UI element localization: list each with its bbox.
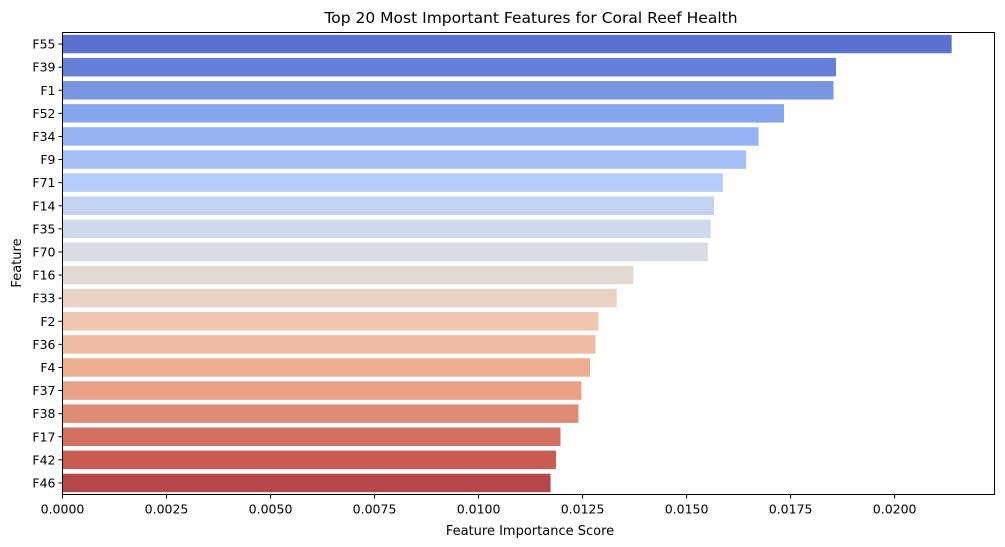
y-axis-ticks: F55 F39 F1 F52 F34 F9 F71 F14 F35 F70 F16 F33 F2 F36 F… bbox=[32, 37, 63, 490]
bar-f37 bbox=[62, 381, 582, 400]
x-tick-label: 0.0025 bbox=[145, 502, 189, 517]
bar-f17 bbox=[62, 427, 561, 446]
y-tick-label: F2 bbox=[40, 314, 55, 329]
x-tick-label: 0.0075 bbox=[353, 502, 397, 517]
bar-f9 bbox=[62, 150, 747, 169]
bars bbox=[62, 34, 952, 493]
y-tick-label: F36 bbox=[32, 337, 55, 352]
bar-f36 bbox=[62, 335, 596, 354]
y-tick-label: F4 bbox=[40, 360, 55, 375]
y-axis-title: Feature bbox=[10, 238, 25, 287]
bar-f52 bbox=[62, 104, 784, 123]
y-tick-label: F34 bbox=[32, 129, 55, 144]
y-tick-label: F9 bbox=[40, 152, 55, 167]
bar-f2 bbox=[62, 312, 599, 331]
x-tick-label: 0.0000 bbox=[41, 502, 85, 517]
bar-f46 bbox=[62, 473, 551, 493]
y-tick-label: F14 bbox=[32, 198, 55, 213]
bar-f34 bbox=[62, 127, 759, 146]
bar-f35 bbox=[62, 219, 711, 239]
y-tick-label: F37 bbox=[32, 383, 55, 398]
y-tick-label: F55 bbox=[32, 37, 55, 52]
bar-f38 bbox=[62, 404, 579, 423]
y-tick-label: F33 bbox=[32, 291, 55, 306]
bar-f16 bbox=[62, 265, 634, 285]
y-tick-label: F16 bbox=[32, 268, 55, 283]
y-tick-label: F39 bbox=[32, 60, 55, 75]
y-tick-label: F35 bbox=[32, 221, 55, 236]
y-tick-label: F17 bbox=[32, 429, 55, 444]
y-tick-label: F71 bbox=[32, 175, 55, 190]
y-tick-label: F1 bbox=[40, 83, 55, 98]
bar-f70 bbox=[62, 242, 708, 262]
x-tick-label: 0.0125 bbox=[561, 502, 605, 517]
x-axis-title: Feature Importance Score bbox=[446, 524, 614, 539]
x-tick-label: 0.0200 bbox=[873, 502, 917, 517]
y-tick-label: F70 bbox=[32, 244, 55, 259]
x-tick-label: 0.0050 bbox=[249, 502, 293, 517]
bar-f33 bbox=[62, 288, 617, 308]
y-tick-label: F38 bbox=[32, 406, 55, 421]
x-axis-ticks: 0.0000 0.0025 0.0050 0.0075 0.0100 0.0125 0.01… bbox=[41, 494, 917, 517]
chart-title: Top 20 Most Important Features for Coral… bbox=[323, 9, 737, 27]
bar-f42 bbox=[62, 450, 556, 470]
bar-f71 bbox=[62, 173, 723, 192]
bar-f4 bbox=[62, 358, 591, 377]
bar-f55 bbox=[62, 34, 952, 54]
bar-f14 bbox=[62, 196, 715, 215]
y-tick-label: F52 bbox=[32, 106, 55, 121]
x-tick-label: 0.0150 bbox=[665, 502, 709, 517]
y-tick-label: F42 bbox=[32, 452, 55, 467]
x-tick-label: 0.0100 bbox=[457, 502, 501, 517]
bar-f1 bbox=[62, 81, 834, 100]
bar-f39 bbox=[62, 57, 836, 77]
plot-frame bbox=[62, 32, 995, 495]
x-tick-label: 0.0175 bbox=[769, 502, 813, 517]
y-tick-label: F46 bbox=[32, 475, 55, 490]
